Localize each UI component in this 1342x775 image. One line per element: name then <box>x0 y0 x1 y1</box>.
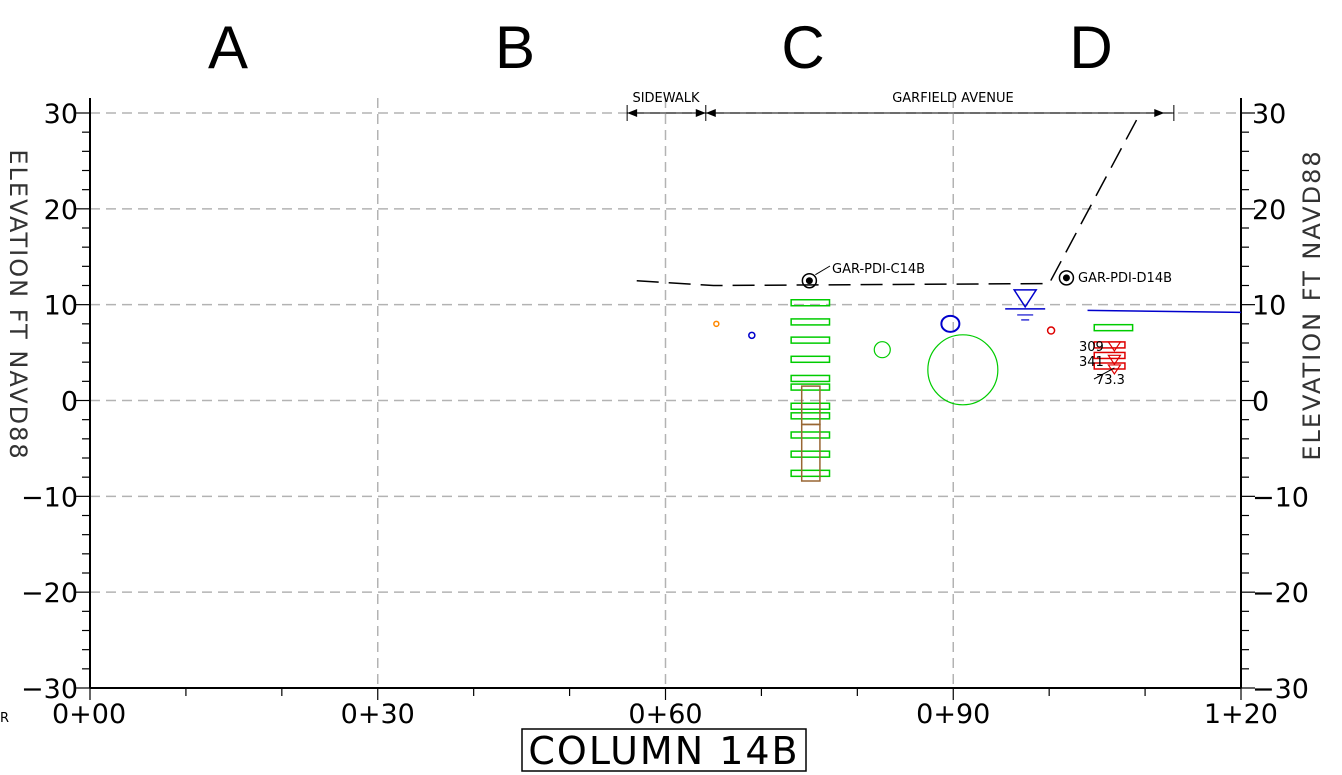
grid <box>90 98 1241 688</box>
red-triangle-marker <box>1107 354 1122 366</box>
column-letter-c: C <box>781 14 824 81</box>
boring-label-c14b: GAR-PDI-C14B <box>832 262 925 277</box>
boring-marker <box>1058 270 1075 286</box>
y-tick-label-left: −10 <box>21 482 78 513</box>
duct-bank-green <box>790 402 831 410</box>
x-tick-label: 1+20 <box>1204 699 1278 730</box>
y-tick-label-left: −30 <box>21 674 78 705</box>
boring-marker-dot <box>805 277 813 285</box>
water-surface-line <box>1087 309 1242 314</box>
axis-title-left: ELEVATION FT NAVD88 <box>4 149 32 460</box>
duct-bank-green <box>790 318 831 326</box>
boring-leader-line <box>815 265 831 276</box>
column-letter-d: D <box>1069 14 1112 81</box>
duct-bank-green <box>790 374 831 383</box>
y-tick-label-left: −20 <box>21 578 78 609</box>
dimension-arrowhead <box>705 109 716 117</box>
x-tick-label: 0+90 <box>916 699 990 730</box>
pipe-small-orange <box>713 320 720 328</box>
callout-73-3: 73.3 <box>1096 373 1125 388</box>
duct-bank-green <box>790 450 831 458</box>
duct-bank-green <box>790 355 831 364</box>
sidewalk-label: SIDEWALK <box>632 91 700 106</box>
duct-bank-green-d <box>1093 323 1134 332</box>
x-tick-label: 0+00 <box>52 699 126 730</box>
dimension-arrowhead <box>695 109 706 117</box>
y-tick-label-right: −30 <box>1252 674 1309 705</box>
dimension-arrowhead <box>1154 109 1165 117</box>
y-tick-label-left: 20 <box>44 195 78 226</box>
water-table-icon <box>1012 289 1038 309</box>
column-letters: A B C D <box>208 14 1113 81</box>
y-tick-label-right: 30 <box>1252 99 1286 130</box>
y-tick-label-right: −20 <box>1252 578 1309 609</box>
features <box>626 105 1242 482</box>
callout-309: 309 <box>1079 340 1104 355</box>
boring-marker <box>801 272 818 289</box>
duct-bank-green <box>790 431 831 439</box>
y-tick-label-right: −10 <box>1252 482 1309 513</box>
column-letter-a: A <box>208 14 248 81</box>
x-tick-label: 0+60 <box>628 699 702 730</box>
conduit-red <box>1093 362 1126 370</box>
x-tick-label: 0+30 <box>341 699 415 730</box>
y-tick-label-left: 10 <box>44 291 78 322</box>
pipe-green-small <box>873 341 891 359</box>
callout-341: 341 <box>1079 355 1104 370</box>
ground-profile-line <box>636 112 1141 287</box>
red-triangle-marker <box>1107 341 1122 352</box>
y-tick-label-right: 0 <box>1252 387 1269 418</box>
pipe-blue-medium <box>940 314 961 333</box>
y-tick-label-left: 0 <box>61 387 78 418</box>
conduit-red <box>1093 351 1126 360</box>
boring-marker-dot <box>1062 274 1070 282</box>
pipe-small-red <box>1046 326 1056 335</box>
conduit-brown <box>800 423 821 482</box>
column-letter-b: B <box>495 14 535 81</box>
dimension-arrowhead <box>627 109 638 117</box>
section-title: COLUMN 14B <box>528 729 799 773</box>
corner-label: R <box>0 711 9 726</box>
duct-bank-green <box>790 336 831 344</box>
y-tick-label-left: 30 <box>44 99 78 130</box>
pipe-green-large <box>927 334 999 406</box>
duct-bank-green <box>790 383 831 391</box>
y-tick-label-right: 10 <box>1252 291 1286 322</box>
pipe-small-blue <box>748 331 756 340</box>
callout-leader-line <box>1093 367 1115 380</box>
boring-label-d14b: GAR-PDI-D14B <box>1078 271 1172 286</box>
garfield-avenue-label: GARFIELD AVENUE <box>892 91 1014 106</box>
duct-bank-green <box>790 469 831 478</box>
duct-bank-green <box>790 412 831 420</box>
axis-title-right: ELEVATION FT NAVD88 <box>1298 149 1326 460</box>
section-title-box <box>521 728 807 772</box>
duct-bank-green <box>790 299 831 307</box>
y-tick-label-right: 20 <box>1252 195 1286 226</box>
tick-marks <box>76 112 1255 700</box>
